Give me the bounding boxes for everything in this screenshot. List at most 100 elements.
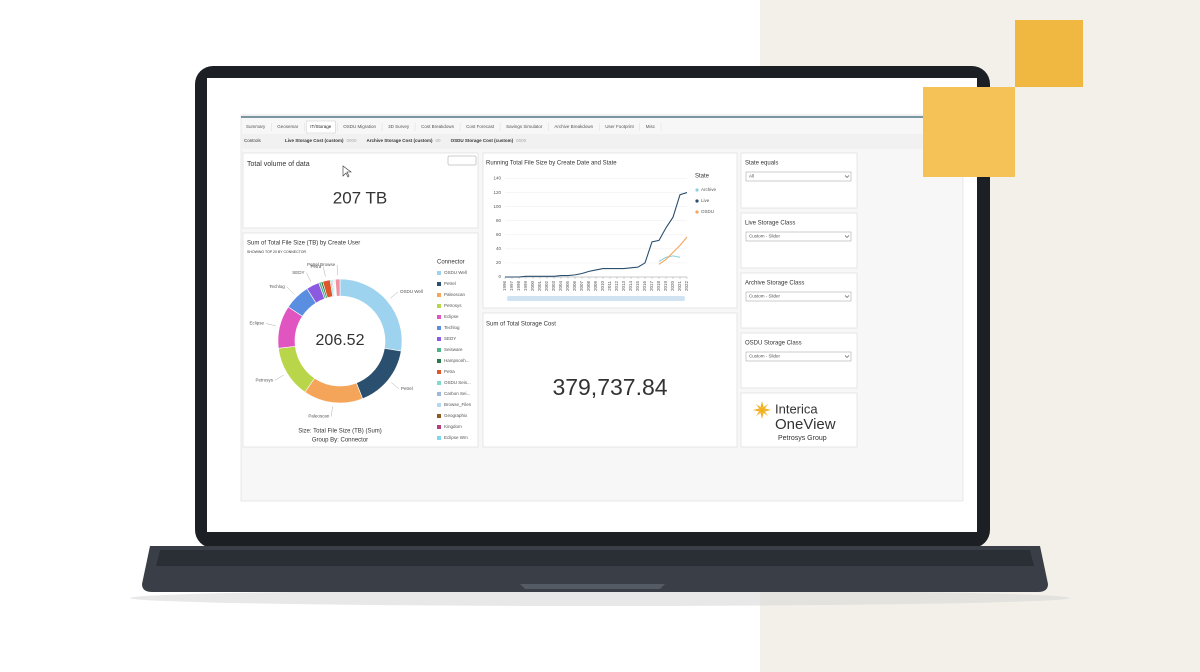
- logo-text: Petrosys Group: [778, 435, 827, 442]
- x-tick-label: 2003: [551, 281, 556, 292]
- tab[interactable]: Archive Breakdown: [554, 124, 593, 129]
- legend-label[interactable]: Seisware: [444, 347, 463, 352]
- trackpad-notch: [520, 584, 665, 589]
- tab[interactable]: Geosemar: [277, 124, 299, 129]
- dropdown[interactable]: [745, 171, 852, 182]
- footnote: Size: Total File Size (TB) (Sum): [298, 429, 382, 435]
- kpi-value: 379,737.84: [552, 374, 667, 400]
- cursor: [342, 165, 352, 178]
- legend-dot: [695, 199, 699, 203]
- legend-label[interactable]: OSDU Well: [444, 270, 467, 275]
- legend-swatch: [437, 359, 441, 363]
- legend-label[interactable]: Techlog: [444, 325, 460, 330]
- legend-label[interactable]: Paleoscan: [444, 292, 466, 297]
- legend-label[interactable]: Carbon Sei...: [444, 391, 470, 396]
- legend-title: Connector: [437, 260, 465, 266]
- legend-label[interactable]: Archive: [701, 187, 717, 192]
- dropdown-value[interactable]: Custom - Slider: [749, 294, 781, 299]
- toolbar[interactable]: [447, 155, 477, 166]
- leader-line: [286, 286, 294, 295]
- legend-swatch: [437, 348, 441, 352]
- tab[interactable]: Cost Forecast: [466, 124, 495, 129]
- x-tick-label: 2019: [663, 281, 668, 292]
- legend-label[interactable]: Petrel: [444, 281, 456, 286]
- legend-label[interactable]: Hampsonh...: [444, 358, 470, 363]
- control-value: 0000: [516, 138, 527, 143]
- x-tick-label: 2001: [537, 281, 542, 292]
- donut-center: 206.52: [316, 332, 365, 349]
- legend-swatch: [437, 425, 441, 429]
- legend-label[interactable]: SEDY: [444, 336, 456, 341]
- deco-square: [1015, 20, 1083, 87]
- leader-line: [391, 382, 400, 389]
- dropdown[interactable]: [745, 231, 852, 242]
- leader-line: [265, 323, 276, 327]
- y-tick-label: 100: [493, 204, 501, 209]
- legend-label[interactable]: OSDU Seis...: [444, 380, 471, 385]
- kpi-value: 207 TB: [333, 188, 388, 207]
- y-tick-label: 20: [496, 260, 502, 265]
- slice-label: OSDU Well: [400, 289, 423, 294]
- chevron: [844, 355, 850, 358]
- active-tab[interactable]: [306, 120, 336, 134]
- legend-title: State: [695, 174, 710, 180]
- tab[interactable]: Cost Breakdown: [421, 124, 455, 129]
- x-tick-label: 1997: [509, 281, 514, 292]
- control-label[interactable]: Archive Storage Cost (custom): [367, 138, 434, 143]
- leader-line: [323, 266, 326, 277]
- legend-label[interactable]: Browse_Files: [444, 402, 472, 407]
- legend-label[interactable]: Live: [701, 198, 710, 203]
- legend-swatch: [437, 370, 441, 374]
- control-label[interactable]: OSDU Storage Cost (custom): [451, 138, 514, 143]
- leader-line: [306, 272, 312, 282]
- tab[interactable]: User Footprint: [605, 124, 634, 129]
- card: [482, 312, 738, 448]
- x-tick-label: 2005: [565, 281, 570, 292]
- leader-line: [390, 291, 399, 299]
- card-toolbar[interactable]: [447, 155, 477, 166]
- leader-line: [274, 374, 284, 381]
- x-tick-label: 2018: [656, 281, 661, 292]
- footnote: Group By: Connector: [312, 438, 368, 444]
- tab[interactable]: 3D Survey: [388, 124, 410, 129]
- legend-label[interactable]: Eclipse: [444, 314, 459, 319]
- filter-label: OSDU Storage Class: [745, 341, 802, 347]
- dropdown[interactable]: [745, 291, 852, 302]
- legend-dot: [695, 210, 699, 214]
- legend-label[interactable]: Petra: [444, 369, 455, 374]
- dropdown-value[interactable]: Custom - Slider: [749, 354, 781, 359]
- dropdown[interactable]: [745, 351, 852, 362]
- y-tick-label: 80: [496, 218, 502, 223]
- y-tick-label: 120: [493, 190, 501, 195]
- filter-label: Archive Storage Class: [745, 281, 804, 287]
- donut-slice[interactable]: [334, 278, 341, 297]
- legend-label[interactable]: OSDU: [701, 209, 714, 214]
- legend-label[interactable]: Geographix: [444, 413, 468, 418]
- chart-subtitle: SHOWING TOP 20 BY CONNECTOR: [247, 250, 306, 254]
- x-tick-label: 1998: [516, 281, 521, 292]
- dropdown-value[interactable]: All: [749, 174, 754, 179]
- dropdown-value[interactable]: Custom - Slider: [749, 234, 781, 239]
- legend-swatch: [437, 381, 441, 385]
- legend-swatch: [437, 337, 441, 341]
- kpi-title: Total volume of data: [247, 161, 310, 168]
- tab[interactable]: Savings Simulator: [506, 124, 543, 129]
- x-tick-label: 2017: [649, 281, 654, 292]
- legend-label[interactable]: Kingdom: [444, 424, 462, 429]
- legend-swatch: [437, 282, 441, 286]
- chart-title: Running Total File Size by Create Date a…: [486, 161, 617, 167]
- legend-label[interactable]: Petrosys: [444, 303, 462, 308]
- x-tick-label: 2008: [586, 281, 591, 292]
- scrollbar[interactable]: [507, 296, 685, 301]
- tab[interactable]: Misc: [646, 124, 656, 129]
- control-label[interactable]: Live Storage Cost (custom): [285, 138, 344, 143]
- y-tick-label: 40: [496, 246, 502, 251]
- legend-swatch: [437, 392, 441, 396]
- tab[interactable]: IT/Storage: [310, 124, 332, 129]
- kpi-title: Sum of Total Storage Cost: [486, 322, 556, 328]
- legend-dot: [695, 188, 699, 192]
- tab[interactable]: OSDU Migration: [343, 124, 376, 129]
- tab[interactable]: Summary: [246, 124, 266, 129]
- legend-swatch: [437, 326, 441, 330]
- legend-label[interactable]: Eclipse Wm: [444, 435, 468, 440]
